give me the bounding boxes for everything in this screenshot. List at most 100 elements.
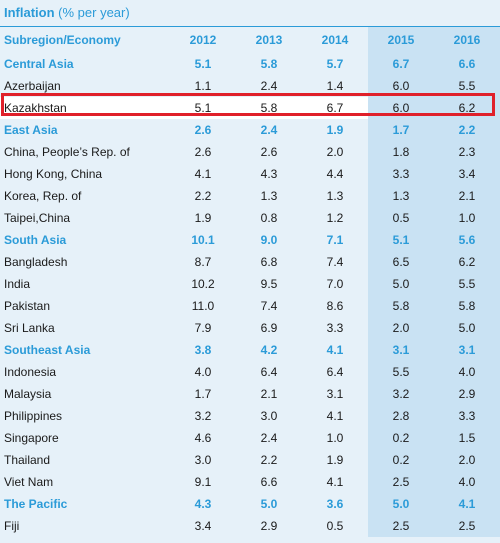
value-cell: 0.5: [368, 207, 434, 229]
value-cell: 2.4: [260, 79, 278, 93]
header-year: 2013: [255, 33, 283, 47]
value-cell: 5.5: [434, 75, 500, 97]
value-cell: 5.6: [434, 229, 500, 251]
region-name: East Asia: [4, 123, 58, 137]
value-cell: 4.1: [194, 167, 212, 181]
value-cell: 1.4: [326, 79, 344, 93]
value-cell: 9.1: [194, 475, 212, 489]
value-cell: 2.8: [368, 405, 434, 427]
economy-name: Malaysia: [4, 387, 52, 401]
economy-row: Azerbaijan 1.1 2.4 1.4 6.0 5.5: [0, 75, 500, 97]
value-cell: 9.5: [260, 277, 278, 291]
value-cell: 5.1: [170, 97, 236, 119]
economy-name: Kazakhstan: [0, 97, 170, 119]
value-cell: 5.0: [260, 497, 278, 511]
header-year: 2014: [321, 33, 349, 47]
economy-name: Philippines: [4, 409, 63, 423]
economy-row: Kazakhstan 5.1 5.8 6.7 6.0 6.2: [0, 97, 500, 119]
economy-row: Pakistan 11.0 7.4 8.6 5.8 5.8: [0, 295, 500, 317]
value-cell: 3.3: [434, 405, 500, 427]
value-cell: 2.9: [260, 519, 278, 533]
value-cell: 6.6: [434, 53, 500, 75]
value-cell: 1.3: [368, 185, 434, 207]
value-cell: 3.3: [368, 163, 434, 185]
value-cell: 4.1: [326, 409, 344, 423]
value-cell: 3.0: [260, 409, 278, 423]
value-cell: 7.9: [194, 321, 212, 335]
economy-row: India 10.2 9.5 7.0 5.0 5.5: [0, 273, 500, 295]
value-cell: 5.5: [434, 273, 500, 295]
value-cell: 5.0: [368, 273, 434, 295]
value-cell: 2.1: [260, 387, 278, 401]
header-year: 2012: [189, 33, 217, 47]
value-cell: 1.0: [326, 431, 344, 445]
value-cell: 3.6: [326, 497, 344, 511]
economy-row: Sri Lanka 7.9 6.9 3.3 2.0 5.0: [0, 317, 500, 339]
value-cell: 5.8: [368, 295, 434, 317]
region-name: South Asia: [4, 233, 67, 247]
value-cell: 2.4: [260, 431, 278, 445]
value-cell: 2.2: [434, 119, 500, 141]
value-cell: 1.5: [434, 427, 500, 449]
value-cell: 1.0: [434, 207, 500, 229]
region-name: The Pacific: [4, 497, 68, 511]
title-main: Inflation: [4, 5, 55, 20]
value-cell: 2.1: [434, 185, 500, 207]
value-cell: 1.7: [368, 119, 434, 141]
economy-name: Taipei,China: [4, 211, 71, 225]
region-row: East Asia 2.6 2.4 1.9 1.7 2.2: [0, 119, 500, 141]
value-cell: 1.2: [326, 211, 344, 225]
inflation-table: Subregion/Economy 2012 2013 2014 2015 20…: [0, 27, 500, 537]
economy-name: Sri Lanka: [4, 321, 55, 335]
value-cell: 6.9: [260, 321, 278, 335]
economy-row: Fiji 3.4 2.9 0.5 2.5 2.5: [0, 515, 500, 537]
value-cell: 8.7: [194, 255, 212, 269]
value-cell: 3.4: [434, 163, 500, 185]
value-cell: 0.2: [368, 449, 434, 471]
value-cell: 1.1: [194, 79, 212, 93]
value-cell: 6.8: [260, 255, 278, 269]
value-cell: 2.5: [368, 515, 434, 537]
value-cell: 3.2: [194, 409, 212, 423]
value-cell: 6.5: [368, 251, 434, 273]
economy-name: India: [4, 277, 31, 291]
economy-name: Hong Kong, China: [4, 167, 103, 181]
economy-name: Viet Nam: [4, 475, 54, 489]
value-cell: 1.3: [260, 189, 278, 203]
value-cell: 7.4: [260, 299, 278, 313]
region-row: Southeast Asia 3.8 4.2 4.1 3.1 3.1: [0, 339, 500, 361]
value-cell: 5.0: [368, 493, 434, 515]
economy-name: Singapore: [4, 431, 59, 445]
economy-name: Thailand: [4, 453, 51, 467]
value-cell: 5.0: [434, 317, 500, 339]
value-cell: 5.1: [368, 229, 434, 251]
economy-row: Hong Kong, China 4.1 4.3 4.4 3.3 3.4: [0, 163, 500, 185]
value-cell: 2.9: [434, 383, 500, 405]
value-cell: 6.4: [326, 365, 344, 379]
economy-row: Philippines 3.2 3.0 4.1 2.8 3.3: [0, 405, 500, 427]
value-cell: 0.8: [260, 211, 278, 225]
value-cell: 5.7: [326, 57, 344, 71]
economy-row: Viet Nam 9.1 6.6 4.1 2.5 4.0: [0, 471, 500, 493]
region-row: Central Asia 5.1 5.8 5.7 6.7 6.6: [0, 53, 500, 75]
economy-row: Malaysia 1.7 2.1 3.1 3.2 2.9: [0, 383, 500, 405]
value-cell: 6.4: [260, 365, 278, 379]
value-cell: 2.2: [194, 189, 212, 203]
value-cell: 7.1: [326, 233, 344, 247]
economy-row: Taipei,China 1.9 0.8 1.2 0.5 1.0: [0, 207, 500, 229]
value-cell: 2.0: [434, 449, 500, 471]
value-cell: 7.4: [326, 255, 344, 269]
economy-name: Indonesia: [4, 365, 57, 379]
value-cell: 3.3: [326, 321, 344, 335]
title-unit: (% per year): [58, 5, 130, 20]
value-cell: 3.0: [194, 453, 212, 467]
header-year: 2015: [368, 27, 434, 53]
economy-name: Fiji: [4, 519, 20, 533]
value-cell: 2.4: [260, 123, 278, 137]
value-cell: 1.9: [194, 211, 212, 225]
economy-name: Bangladesh: [4, 255, 68, 269]
economy-row: Korea, Rep. of 2.2 1.3 1.3 1.3 2.1: [0, 185, 500, 207]
economy-name: Korea, Rep. of: [4, 189, 82, 203]
value-cell: 4.1: [434, 493, 500, 515]
value-cell: 4.1: [326, 475, 344, 489]
